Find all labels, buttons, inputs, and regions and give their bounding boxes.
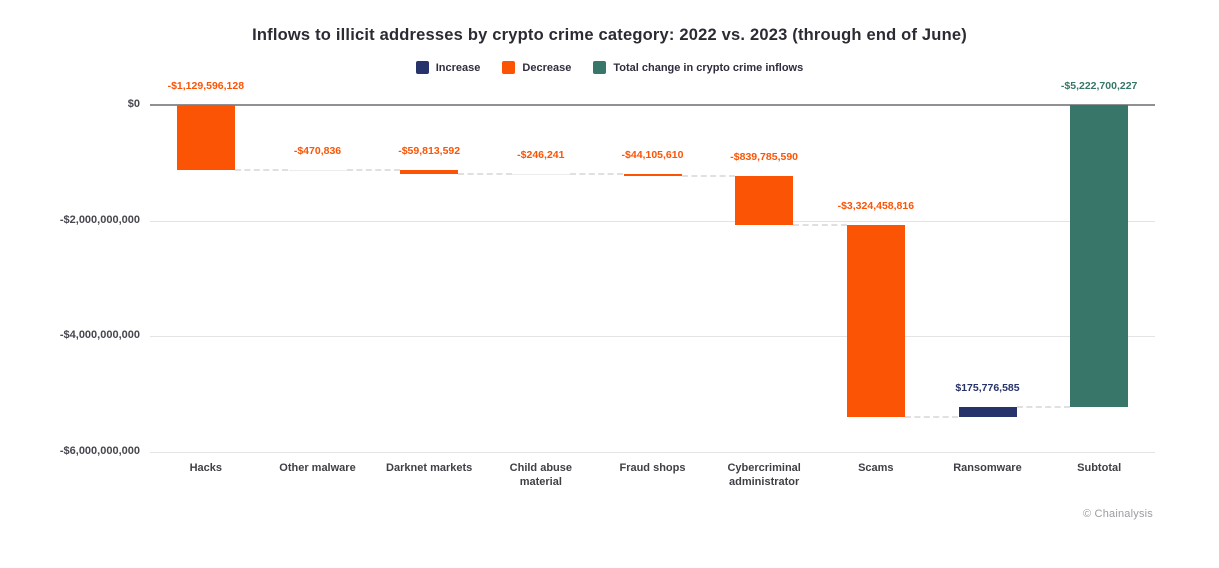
bar-ransomware <box>958 407 1017 418</box>
category-label-other-malware: Other malware <box>279 462 356 474</box>
y-axis-tick-label: $0 <box>127 98 140 110</box>
bar-darknet-markets <box>400 170 459 174</box>
value-label-child-abuse-material: -$246,241 <box>517 148 565 161</box>
legend-label: Decrease <box>522 61 572 74</box>
y-axis-tick-label: -$4,000,000,000 <box>59 329 140 342</box>
gridline <box>150 336 1155 338</box>
legend-item-decrease: Decrease <box>502 61 571 74</box>
waterfall-connector <box>793 223 847 226</box>
value-label-cybercriminal-administrator: -$839,785,590 <box>730 151 799 164</box>
bar-subtotal <box>1070 105 1129 408</box>
legend-label: Total change in crypto crime inflows <box>613 61 804 74</box>
value-label-scams: -$3,324,458,816 <box>837 199 915 212</box>
category-label-fraud-shops: Fraud shops <box>619 462 686 474</box>
bar-hacks <box>176 105 235 171</box>
waterfall-connector <box>234 169 289 172</box>
bar-scams <box>846 224 905 418</box>
value-label-darknet-markets: -$59,813,592 <box>398 145 461 158</box>
legend-swatch-increase-icon <box>415 61 429 74</box>
bar-child-abuse-material <box>511 173 570 175</box>
waterfall-connector <box>904 416 959 419</box>
category-label-cybercriminal-administrator: Cybercriminal administrator <box>727 462 801 489</box>
bar-fraud-shops <box>623 173 682 177</box>
attribution: © Chainalysis <box>1082 508 1153 520</box>
value-label-hacks: -$1,129,596,128 <box>167 80 245 92</box>
legend-item-total: Total change in crypto crime inflows <box>593 61 803 74</box>
legend-swatch-decrease-icon <box>502 61 516 74</box>
waterfall-connector <box>681 175 736 178</box>
value-label-other-malware: -$470,836 <box>293 145 342 158</box>
waterfall-connector <box>458 172 512 175</box>
category-label-ransomware: Ransomware <box>953 462 1022 474</box>
chart-title: Inflows to illicit addresses by crypto c… <box>252 26 967 44</box>
category-label-scams: Scams <box>858 462 894 474</box>
value-label-subtotal: -$5,222,700,227 <box>1060 80 1138 92</box>
gridline <box>150 452 1155 453</box>
legend: Increase Decrease Total change in crypto c… <box>0 61 1219 74</box>
legend-label: Increase <box>435 61 481 74</box>
category-label-subtotal: Subtotal <box>1077 462 1122 474</box>
waterfall-connector <box>1016 406 1071 409</box>
waterfall-plot: $0 -$2,000,000,000 -$4,000,000,000 -$6,000,… <box>60 80 1155 488</box>
y-axis-tick-label: -$2,000,000,000 <box>59 213 140 226</box>
legend-item-increase: Increase <box>415 61 481 74</box>
bar-other-malware <box>288 170 347 172</box>
waterfall-connector <box>569 172 624 175</box>
bar-cybercriminal-administrator <box>735 176 794 225</box>
category-label-darknet-markets: Darknet markets <box>386 462 473 474</box>
legend-swatch-total-icon <box>593 61 607 74</box>
category-label-hacks: Hacks <box>189 462 223 474</box>
waterfall-connector <box>346 169 401 172</box>
category-label-child-abuse-material: Child abuse material <box>509 462 572 489</box>
gridline <box>150 220 1155 222</box>
value-label-ransomware: $175,776,585 <box>955 382 1020 395</box>
y-axis-tick-label: -$6,000,000,000 <box>59 445 140 457</box>
value-label-fraud-shops: -$44,105,610 <box>621 148 684 161</box>
zero-gridline <box>150 104 1155 106</box>
